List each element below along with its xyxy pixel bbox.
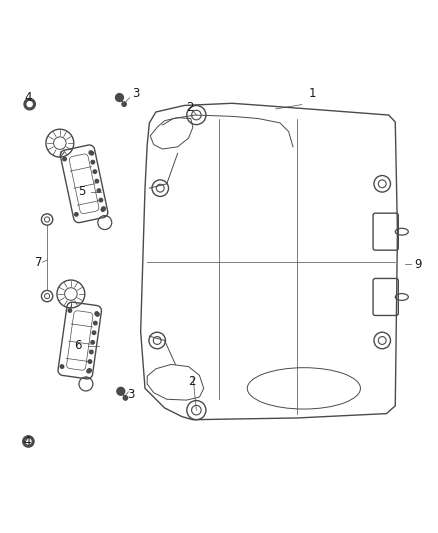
Text: 4: 4: [24, 435, 31, 448]
Circle shape: [94, 321, 97, 325]
Circle shape: [116, 94, 124, 101]
Circle shape: [102, 207, 105, 211]
Circle shape: [101, 208, 105, 212]
Circle shape: [74, 213, 78, 216]
Circle shape: [91, 341, 95, 344]
Circle shape: [87, 369, 90, 373]
Text: 3: 3: [127, 389, 135, 401]
Circle shape: [95, 312, 99, 315]
Circle shape: [93, 170, 97, 173]
Circle shape: [90, 151, 94, 155]
Text: 4: 4: [25, 91, 32, 104]
Circle shape: [97, 189, 101, 192]
Circle shape: [99, 198, 102, 202]
Circle shape: [117, 387, 125, 395]
Circle shape: [26, 439, 31, 444]
Circle shape: [68, 309, 72, 312]
Circle shape: [89, 151, 92, 155]
Text: 7: 7: [35, 256, 42, 269]
Circle shape: [60, 365, 64, 368]
Text: 3: 3: [132, 87, 139, 100]
Circle shape: [24, 99, 35, 110]
Text: 5: 5: [78, 185, 85, 198]
Circle shape: [63, 157, 66, 161]
Text: 9: 9: [415, 258, 422, 271]
Circle shape: [123, 396, 127, 400]
Circle shape: [92, 331, 96, 335]
Circle shape: [89, 350, 93, 354]
Text: 1: 1: [309, 87, 316, 100]
Text: 6: 6: [74, 339, 81, 352]
Circle shape: [88, 360, 92, 364]
Circle shape: [96, 313, 99, 316]
Text: 2: 2: [186, 101, 194, 114]
Circle shape: [23, 436, 34, 447]
Text: 2: 2: [188, 375, 196, 389]
Circle shape: [91, 160, 95, 164]
Circle shape: [27, 102, 32, 107]
Circle shape: [88, 369, 92, 372]
Circle shape: [122, 102, 126, 107]
Circle shape: [95, 180, 99, 183]
